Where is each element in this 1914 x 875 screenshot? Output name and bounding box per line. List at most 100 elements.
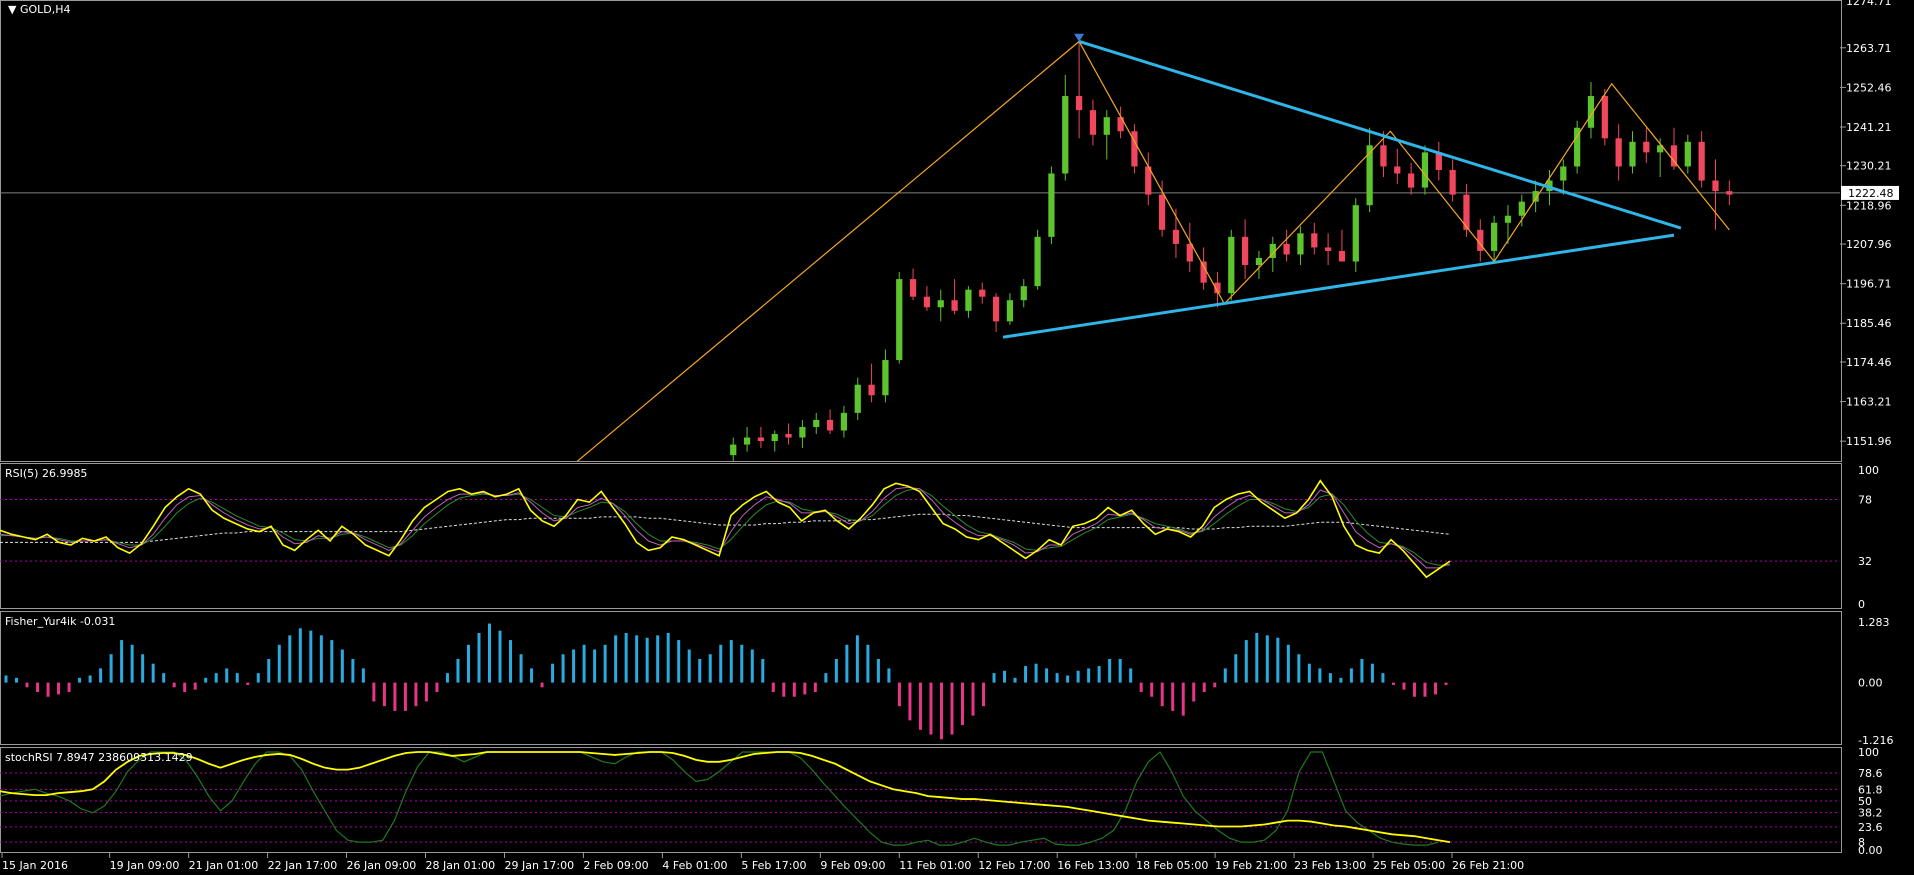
candle-body	[757, 437, 765, 442]
candle-body	[1449, 169, 1456, 195]
rsi-tick-label: 32	[1858, 555, 1872, 568]
candle-body	[1269, 243, 1276, 258]
candle-body	[1255, 257, 1263, 266]
time-tick-label: 23 Feb 13:00	[1294, 859, 1366, 872]
candle-body	[1352, 205, 1359, 262]
price-tick-label: 1207.96	[1846, 238, 1892, 251]
time-tick-label: 16 Feb 13:00	[1057, 859, 1129, 872]
candle-body	[1421, 152, 1429, 188]
time-tick-label: 19 Feb 21:00	[1215, 859, 1287, 872]
rsi-tick-label: 0	[1858, 598, 1865, 611]
candle-body	[1380, 145, 1387, 167]
candle-body	[730, 444, 737, 456]
time-tick-label: 15 Jan 2016	[2, 859, 68, 872]
candle-body	[1532, 191, 1539, 202]
candle-body	[1145, 166, 1152, 195]
main-panel-frame	[0, 0, 1842, 462]
candle-body	[1684, 141, 1691, 167]
trendline	[1002, 233, 1675, 339]
stoch-tick-label: 50	[1858, 795, 1872, 808]
fisher-panel[interactable]: Fisher_Yur4ik -0.031	[0, 611, 1842, 745]
candle-body	[743, 437, 751, 445]
fisher-title: Fisher_Yur4ik -0.031	[5, 615, 115, 628]
candle-body	[1103, 117, 1110, 135]
candle-body	[1006, 300, 1014, 322]
candle-body	[1560, 166, 1567, 181]
price-tick-label: 1185.46	[1846, 317, 1892, 330]
candle-body	[1020, 286, 1027, 301]
time-tick-label: 18 Feb 05:00	[1136, 859, 1208, 872]
candle-body	[1172, 229, 1180, 244]
stoch-tick-label: 61.8	[1858, 783, 1883, 796]
fisher-tick-label: 0.00	[1858, 677, 1883, 690]
candle-body	[896, 279, 903, 361]
candle-body	[1089, 110, 1097, 135]
rsi-series-line	[0, 486, 1451, 569]
candle-body	[799, 426, 806, 438]
candle-body	[1601, 96, 1608, 139]
stoch-tick-label: 100	[1858, 746, 1879, 759]
chart-overlays	[576, 33, 1730, 461]
fisher-tick-label: -1.216	[1858, 734, 1893, 747]
stoch-tick-label: 8	[1858, 836, 1865, 849]
rsi-series-line	[0, 488, 1450, 566]
time-axis: 15 Jan 2016 19 Jan 09:00 21 Jan 01:00 22 Ja…	[1, 853, 1524, 872]
main-price-panel[interactable]: ▼ GOLD,H4	[0, 0, 1842, 505]
time-tick-label: 2 Feb 09:00	[583, 859, 648, 872]
candle-body	[992, 296, 1000, 322]
rsi-title: RSI(5) 26.9985	[5, 467, 87, 480]
candle-body	[882, 360, 889, 396]
stochrsi-panel[interactable]: stochRSI 7.8947 238609313.1429	[0, 747, 1842, 853]
stoch-tick-label: 0.00	[1858, 844, 1883, 857]
candle-body	[965, 289, 972, 311]
candle-body	[1214, 282, 1221, 294]
price-tick-label-top: 1274.71	[1846, 0, 1892, 8]
trendline	[1078, 40, 1682, 230]
time-tick-label: 26 Feb 21:00	[1452, 859, 1524, 872]
candle-body	[1048, 173, 1055, 237]
candle-body	[1366, 145, 1373, 206]
candle-body	[1228, 236, 1235, 294]
candle-body	[1435, 152, 1442, 170]
candle-body	[1574, 127, 1581, 167]
candlestick-series	[730, 39, 1733, 461]
candle-body	[1504, 215, 1512, 223]
price-tick-label: 1263.71	[1846, 42, 1892, 55]
price-tick-label: 1174.46	[1846, 356, 1892, 369]
rsi-lines	[0, 479, 1840, 579]
current-price-label: 1222.48	[1848, 187, 1894, 200]
candle-body	[785, 433, 792, 438]
menu-triangle-icon[interactable]: ▼	[8, 3, 17, 16]
candle-body	[771, 433, 778, 442]
candle-body	[1657, 145, 1664, 153]
time-tick-label: 4 Feb 01:00	[662, 859, 727, 872]
price-tick-label: 1163.21	[1846, 396, 1892, 409]
candle-body	[1726, 191, 1733, 195]
price-tick-label: 1196.71	[1846, 278, 1892, 291]
candle-body	[909, 279, 917, 297]
fractal-arrow-icon	[1074, 33, 1085, 42]
stoch-series-line	[0, 751, 1439, 846]
rsi-series-line	[0, 513, 1451, 543]
price-tick-label: 1218.96	[1846, 199, 1892, 212]
candle-body	[1477, 229, 1484, 251]
candle-body	[1408, 173, 1415, 188]
fisher-histogram	[4, 623, 1448, 740]
candle-body	[1698, 141, 1705, 181]
stoch-tick-label: 38.2	[1858, 807, 1883, 820]
candle-body	[1062, 96, 1069, 174]
candle-body	[813, 419, 820, 427]
stoch-tick-label: 23.6	[1858, 821, 1883, 834]
time-tick-label: 28 Jan 01:00	[426, 859, 496, 872]
candle-body	[1325, 247, 1332, 251]
fisher-panel-frame	[0, 611, 1842, 745]
candle-body	[868, 384, 875, 396]
time-tick-label: 11 Feb 01:00	[899, 859, 971, 872]
candle-body	[1670, 145, 1678, 167]
price-tick-label: 1252.46	[1846, 81, 1892, 94]
stochrsi-panel-frame	[0, 747, 1842, 853]
price-axis: 1263.71 1252.46 1241.21 1230.21 1218.96 1207.…	[1840, 0, 1899, 857]
rsi-panel[interactable]: RSI(5) 26.9985	[0, 463, 1842, 609]
